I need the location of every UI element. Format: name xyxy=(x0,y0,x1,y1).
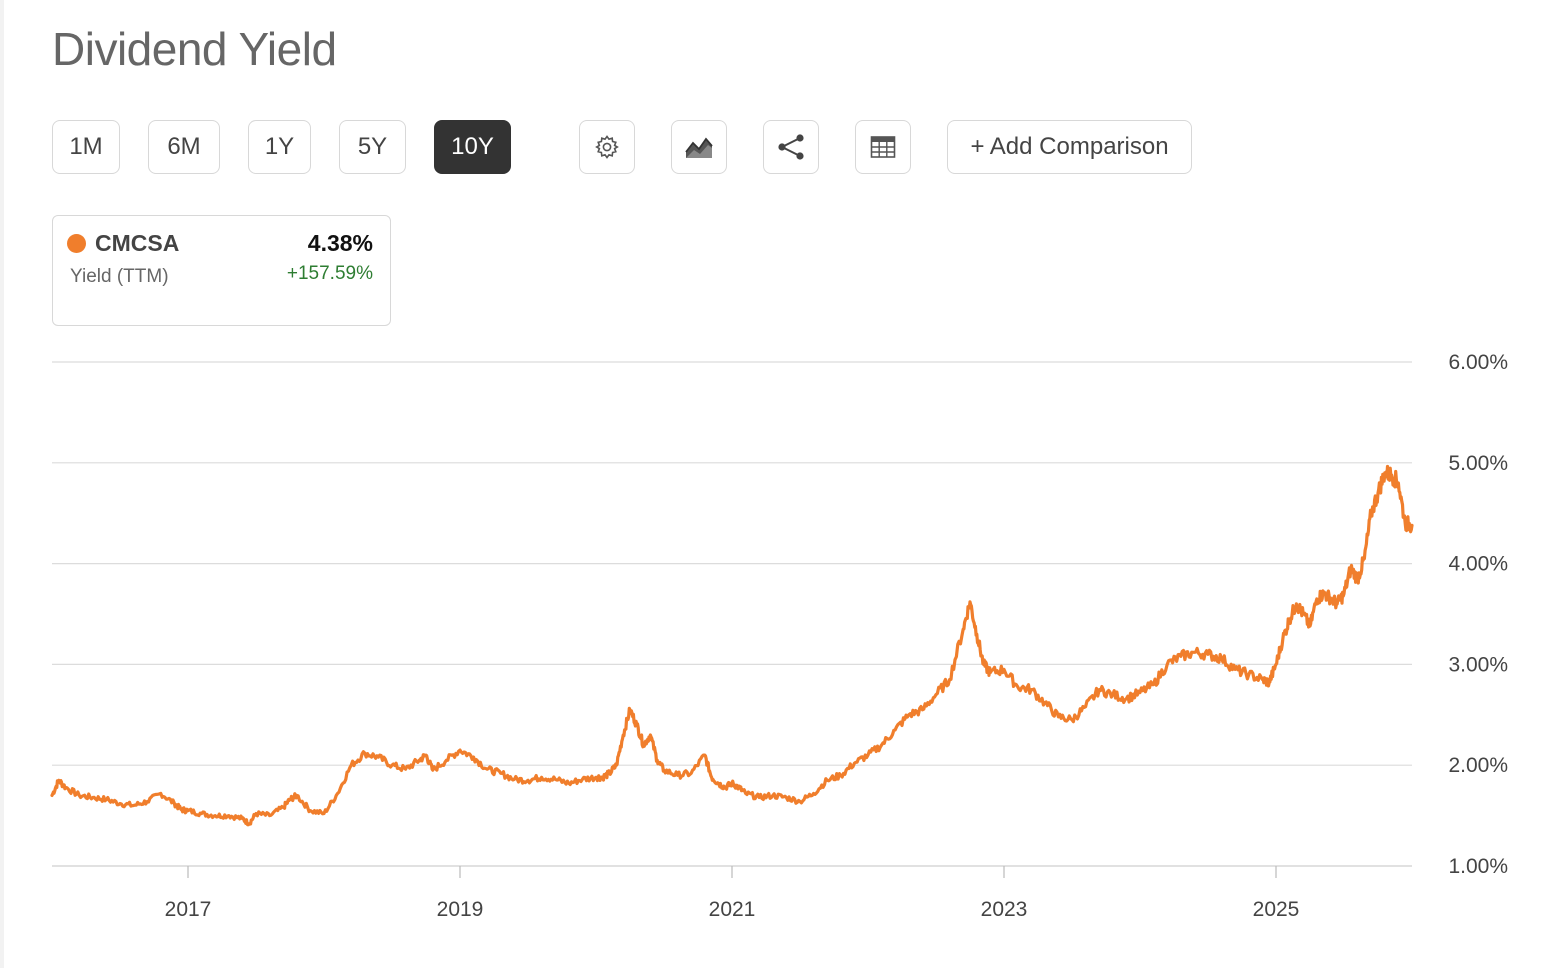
page-title: Dividend Yield xyxy=(52,23,337,75)
gear-icon xyxy=(594,134,620,160)
range-button-10y[interactable]: 10Y xyxy=(434,120,511,174)
y-tick-label: 2.00% xyxy=(1448,754,1508,777)
y-tick-label: 3.00% xyxy=(1448,653,1508,676)
y-tick-label: 4.00% xyxy=(1448,553,1508,576)
x-tick-label: 2023 xyxy=(981,898,1028,921)
y-tick-label: 5.00% xyxy=(1448,452,1508,475)
series-legend-card: CMCSA 4.38% Yield (TTM) +157.59% xyxy=(52,215,391,326)
y-tick-label: 6.00% xyxy=(1448,351,1508,374)
range-button-1m[interactable]: 1M xyxy=(52,120,120,174)
chart-type-button[interactable] xyxy=(671,120,727,174)
share-icon xyxy=(776,134,806,160)
area-chart-icon xyxy=(684,134,714,160)
y-tick-label: 1.00% xyxy=(1448,855,1508,878)
series-line-cmcsa xyxy=(50,464,1414,827)
legend-current-value: 4.38% xyxy=(307,230,373,256)
table-icon xyxy=(870,135,896,159)
range-button-1y[interactable]: 1Y xyxy=(248,120,311,174)
x-tick-label: 2021 xyxy=(709,898,756,921)
x-tick-label: 2025 xyxy=(1253,898,1300,921)
add-comparison-button[interactable]: + Add Comparison xyxy=(947,120,1192,174)
legend-metric-label: Yield (TTM) xyxy=(70,266,169,287)
legend-ticker: CMCSA xyxy=(95,230,180,256)
x-tick-label: 2017 xyxy=(165,898,212,921)
range-button-5y[interactable]: 5Y xyxy=(339,120,406,174)
left-edge-rule xyxy=(0,0,4,968)
series-color-dot xyxy=(67,234,86,253)
legend-change-value: +157.59% xyxy=(286,263,373,284)
table-view-button[interactable] xyxy=(855,120,911,174)
settings-button[interactable] xyxy=(579,120,635,174)
share-button[interactable] xyxy=(763,120,819,174)
range-button-6m[interactable]: 6M xyxy=(148,120,220,174)
x-tick-label: 2019 xyxy=(437,898,484,921)
